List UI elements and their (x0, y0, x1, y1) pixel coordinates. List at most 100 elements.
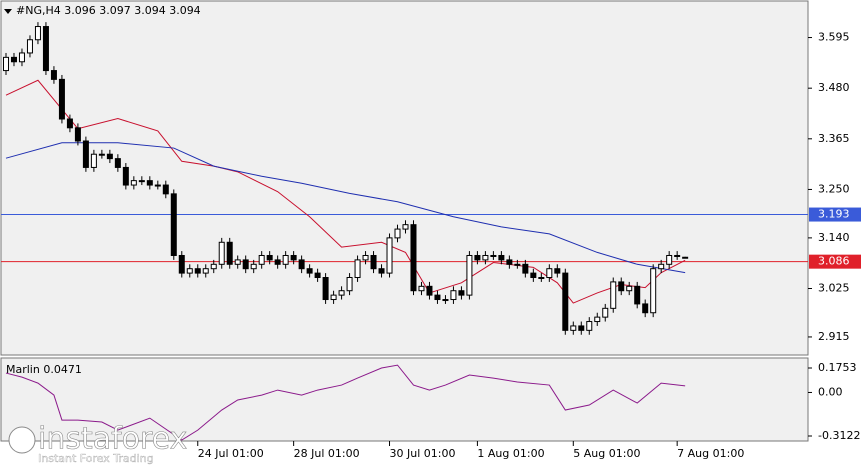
candle-body (658, 263, 665, 270)
x-tick-label: 30 Jul 01:00 (390, 447, 456, 460)
candle-body (322, 277, 329, 301)
candle-body (442, 299, 449, 302)
candle-body (66, 118, 73, 129)
indicator-line (5, 142, 686, 274)
candle-body (234, 259, 241, 265)
candle-body (114, 158, 121, 168)
candle-body (634, 285, 641, 305)
candle-body (202, 268, 209, 274)
watermark: instaforex Instant Forex Trading (8, 421, 188, 465)
candle-body (354, 259, 361, 279)
candle-body (250, 263, 257, 270)
candle-body (242, 259, 249, 270)
candle-body (450, 290, 457, 301)
candle-body (42, 26, 49, 72)
candle-body (578, 325, 585, 331)
candle-body (298, 259, 305, 270)
candle-body (490, 254, 497, 257)
menu-arrow[interactable] (4, 9, 12, 14)
candle-body (522, 263, 529, 274)
level-label: 3.086 (818, 255, 850, 268)
candle-body (170, 193, 177, 256)
candle-body (194, 268, 201, 274)
level-tag (809, 207, 861, 222)
candle-body (466, 254, 473, 296)
indicator-line (5, 364, 686, 441)
candle-body (626, 285, 633, 292)
level-tag (809, 254, 861, 269)
candle-body (274, 259, 281, 265)
candle-body (610, 281, 617, 309)
y-tick-label: 0.00 (818, 385, 843, 398)
candle-body (458, 290, 465, 296)
x-tick-label: 1 Aug 01:00 (477, 447, 544, 460)
candle-body (186, 268, 193, 274)
watermark-tagline: Instant Forex Trading (38, 452, 154, 465)
candle-body (642, 303, 649, 314)
candle-body (154, 184, 161, 187)
candle-body (226, 241, 233, 265)
watermark-logo (8, 426, 36, 454)
candle-body (130, 180, 137, 186)
candle-body (394, 228, 401, 239)
candle-body (314, 272, 321, 279)
candle-body (2, 56, 9, 72)
candle-body (290, 254, 297, 261)
candle-body (58, 78, 65, 120)
candle-body (674, 254, 681, 257)
candle-body (594, 316, 601, 323)
candle-body (602, 307, 609, 318)
candle-body (650, 268, 657, 314)
candle-body (106, 153, 113, 160)
price-panel (0, 0, 809, 356)
candle-body (554, 268, 561, 274)
y-tick-label: 0.1753 (818, 361, 857, 374)
candle-body (434, 294, 441, 301)
y-tick-label: 3.250 (818, 182, 850, 195)
candle-body (682, 256, 689, 259)
y-tick-label: 3.025 (818, 282, 850, 295)
candle-body (418, 285, 425, 292)
x-tick-label: 24 Jul 01:00 (198, 447, 264, 460)
indicator-title: Marlin 0.0471 (6, 363, 82, 376)
candle-body (306, 268, 313, 274)
candle-body (210, 263, 217, 270)
candle-body (482, 254, 489, 261)
indicator-panel (0, 357, 809, 442)
candle-body (546, 268, 553, 279)
candle-body (90, 153, 97, 168)
candle-body (266, 254, 273, 261)
candle-body (386, 237, 393, 274)
candle-body (618, 281, 625, 292)
candle-body (338, 290, 345, 296)
candle-body (26, 39, 33, 54)
candle-body (562, 272, 569, 331)
y-tick-label: 3.365 (818, 132, 850, 145)
chart-title: #NG,H4 3.096 3.097 3.094 3.094 (16, 4, 201, 17)
candle-body (282, 254, 289, 265)
candle-body (370, 254, 377, 270)
candle-body (330, 294, 337, 301)
candle-body (570, 325, 577, 331)
candle-body (506, 259, 513, 265)
candle-body (34, 26, 41, 41)
candle-body (474, 254, 481, 261)
candle-body (98, 153, 105, 156)
x-tick-label: 7 Aug 01:00 (677, 447, 744, 460)
candle-body (146, 180, 153, 186)
candle-body (586, 321, 593, 331)
candle-body (410, 224, 417, 292)
candle-body (514, 263, 521, 266)
x-tick-label: 5 Aug 01:00 (573, 447, 640, 460)
y-tick-label: 3.595 (818, 31, 850, 44)
candle-body (82, 140, 89, 168)
candle-body (346, 277, 353, 292)
candle-body (178, 254, 185, 274)
y-tick-label: 3.140 (818, 231, 850, 244)
candle-body (402, 224, 409, 230)
candle-body (378, 268, 385, 274)
candle-body (138, 180, 145, 183)
candle-body (162, 184, 169, 195)
candle-body (218, 241, 225, 265)
